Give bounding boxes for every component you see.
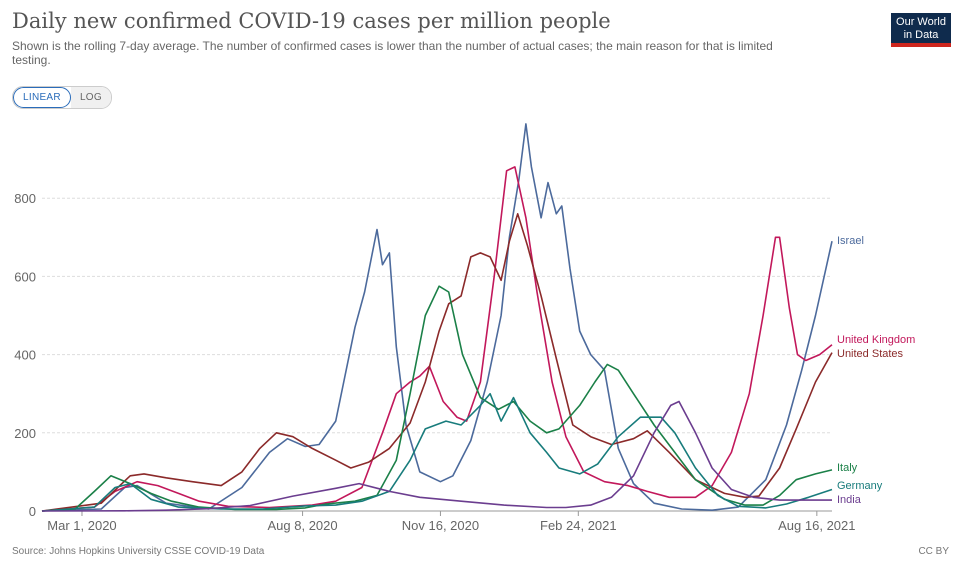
log-scale-button[interactable]: LOG — [70, 87, 111, 108]
x-tick-label: Aug 8, 2020 — [268, 518, 338, 533]
y-tick-label: 800 — [14, 191, 36, 206]
source-note[interactable]: Source: Johns Hopkins University CSSE CO… — [12, 546, 265, 557]
series-line-germany — [41, 392, 833, 512]
logo-line-2: in Data — [903, 29, 939, 41]
owid-logo[interactable]: Our World in Data — [891, 13, 951, 47]
series-line-united-states — [41, 213, 833, 512]
chart-subtitle: Shown is the rolling 7-day average. The … — [12, 39, 773, 67]
license-label[interactable]: CC BY — [918, 546, 949, 557]
y-tick-label: 600 — [14, 269, 36, 284]
x-tick-label: Mar 1, 2020 — [47, 518, 116, 533]
series-line-india — [41, 400, 832, 512]
series-line-israel — [41, 123, 833, 512]
series-line-italy — [41, 285, 833, 512]
y-tick-label: 200 — [14, 426, 36, 441]
series-label: United Kingdom — [837, 334, 915, 346]
y-tick-label: 400 — [14, 348, 36, 363]
y-tick-label: 0 — [29, 504, 36, 519]
series-label: Israel — [837, 235, 864, 247]
x-tick-label: Aug 16, 2021 — [778, 518, 855, 533]
x-tick-label: Nov 16, 2020 — [402, 518, 479, 533]
scale-toggle: LINEAR LOG — [12, 86, 112, 109]
series-label: India — [837, 494, 862, 506]
series-label: United States — [837, 348, 904, 360]
x-tick-label: Feb 24, 2021 — [540, 518, 617, 533]
chart-title: Daily new confirmed COVID-19 cases per m… — [12, 9, 611, 33]
linear-scale-button[interactable]: LINEAR — [13, 87, 71, 108]
series-label: Germany — [837, 480, 883, 492]
series-label: Italy — [837, 462, 858, 474]
logo-line-1: Our World — [896, 16, 946, 28]
